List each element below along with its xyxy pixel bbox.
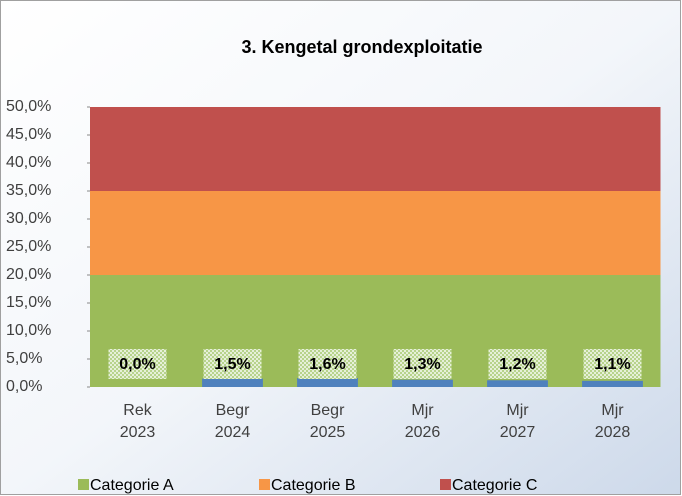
data-label-box: [583, 349, 642, 379]
bar: [392, 379, 453, 387]
y-tick-label: 20,0%: [6, 266, 51, 283]
chart-title: 3. Kengetal grondexploitatie: [241, 37, 482, 57]
legend-swatch: [78, 479, 89, 490]
band-segment: [280, 191, 376, 275]
band-segment: [565, 191, 661, 275]
y-tick-label: 50,0%: [6, 98, 51, 115]
data-label-box: [108, 349, 167, 379]
x-tick-label: 2024: [215, 424, 251, 441]
band-segment: [90, 191, 186, 275]
data-label: 0,0%: [119, 356, 155, 373]
legend-swatch: [440, 479, 451, 490]
band-segment: [470, 107, 566, 191]
band-segment: [565, 107, 661, 191]
data-label-box: [203, 349, 262, 379]
x-tick-label: Rek: [123, 402, 152, 419]
bar: [487, 380, 548, 387]
legend-label: Categorie A: [90, 477, 174, 494]
data-label-box: [393, 349, 452, 379]
y-tick-label: 15,0%: [6, 294, 51, 311]
y-tick-label: 35,0%: [6, 182, 51, 199]
y-tick-label: 30,0%: [6, 210, 51, 227]
band-segment: [375, 107, 471, 191]
y-tick-label: 10,0%: [6, 322, 51, 339]
data-label: 1,5%: [214, 356, 250, 373]
bar: [297, 378, 358, 387]
y-tick-label: 25,0%: [6, 238, 51, 255]
x-tick-label: 2025: [310, 424, 346, 441]
band-segment: [185, 107, 281, 191]
y-tick-label: 40,0%: [6, 154, 51, 171]
x-tick-label: 2023: [120, 424, 156, 441]
legend-label: Categorie B: [271, 477, 356, 494]
data-label-box: [488, 349, 547, 379]
x-tick-label: 2027: [500, 424, 536, 441]
x-tick-label: Begr: [311, 402, 345, 419]
band-segment: [470, 191, 566, 275]
data-label-box: [298, 349, 357, 379]
legend-label: Categorie C: [452, 477, 537, 494]
y-tick-label: 0,0%: [6, 378, 42, 395]
x-tick-label: Mjr: [601, 402, 624, 419]
band-segment: [185, 191, 281, 275]
x-tick-label: Mjr: [506, 402, 529, 419]
data-label: 1,1%: [594, 356, 630, 373]
data-label: 1,2%: [499, 356, 535, 373]
band-segment: [375, 191, 471, 275]
data-label: 1,3%: [404, 356, 440, 373]
x-tick-label: 2026: [405, 424, 441, 441]
y-tick-label: 45,0%: [6, 126, 51, 143]
data-label: 1,6%: [309, 356, 345, 373]
band-segment: [90, 107, 186, 191]
legend-swatch: [259, 479, 270, 490]
x-tick-label: Begr: [216, 402, 250, 419]
bar: [202, 378, 263, 387]
x-tick-label: Mjr: [411, 402, 434, 419]
bar: [582, 380, 643, 387]
x-tick-label: 2028: [595, 424, 631, 441]
y-tick-label: 5,0%: [6, 350, 42, 367]
band-segment: [280, 107, 376, 191]
